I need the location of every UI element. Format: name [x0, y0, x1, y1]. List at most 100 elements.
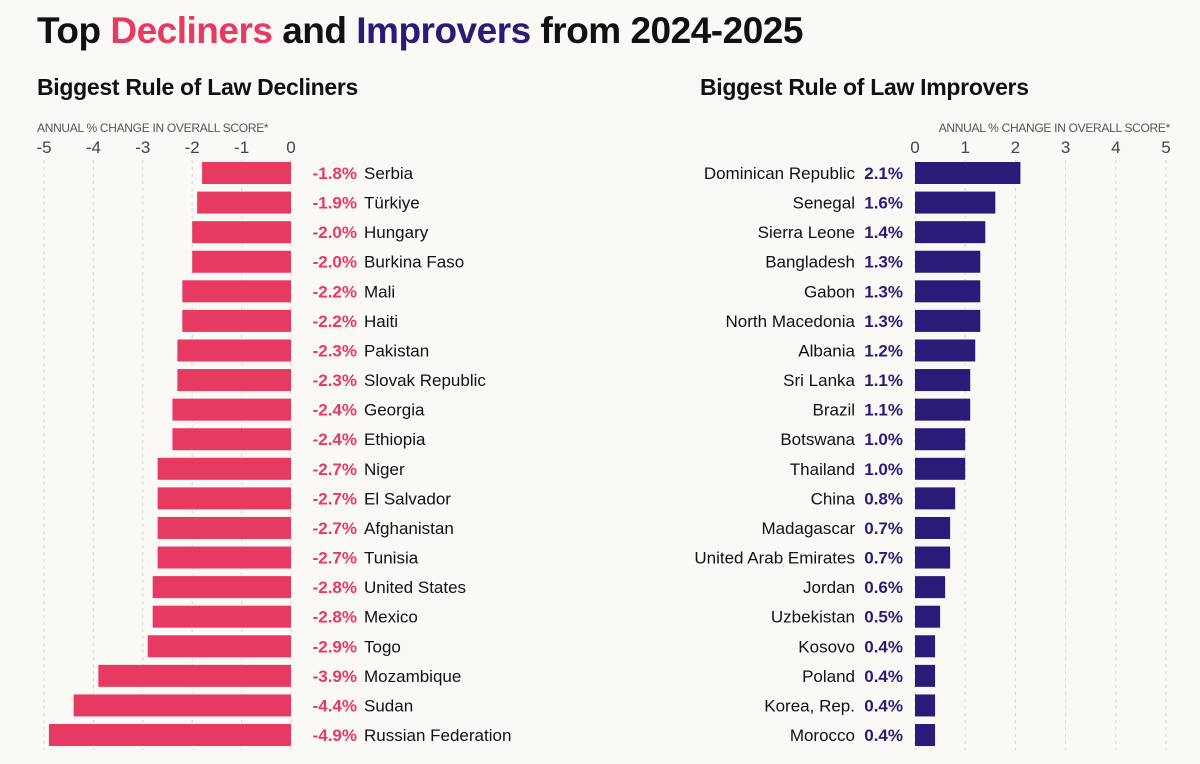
bar [152, 576, 291, 599]
category-label: Botswana [780, 430, 855, 449]
value-label: 0.5% [864, 608, 903, 627]
category-label: Madagascar [761, 519, 855, 538]
value-label: -2.7% [313, 489, 357, 508]
value-label: -2.8% [313, 608, 357, 627]
category-label: Senegal [793, 194, 855, 213]
bar [915, 339, 976, 362]
category-label: El Salvador [364, 489, 451, 508]
bar [172, 398, 291, 421]
title-middle: and [272, 10, 357, 51]
bar [73, 694, 291, 717]
bar [915, 428, 966, 451]
category-label: Kosovo [798, 637, 855, 656]
value-label: 1.3% [864, 282, 903, 301]
tick-label: 2 [1011, 138, 1020, 157]
category-label: Pakistan [364, 341, 429, 360]
bar [48, 724, 291, 747]
bar [157, 457, 291, 480]
title-decliners: Decliners [110, 10, 273, 51]
category-label: Gabon [804, 282, 855, 301]
category-label: Sierra Leone [758, 223, 855, 242]
category-label: North Macedonia [726, 312, 856, 331]
value-label: 1.2% [864, 341, 903, 360]
category-label: Brazil [812, 401, 855, 420]
category-label: Ethiopia [364, 430, 426, 449]
bar [915, 694, 936, 717]
bar [915, 221, 986, 244]
bar [915, 457, 966, 480]
category-label: Albania [798, 341, 855, 360]
bar [915, 605, 941, 628]
tick-label: 5 [1161, 138, 1170, 157]
bar [202, 162, 291, 184]
value-label: -2.7% [313, 549, 357, 568]
bar [915, 546, 951, 569]
tick-label: -2 [185, 138, 200, 157]
category-label: Haiti [364, 312, 398, 331]
value-label: 0.8% [864, 489, 903, 508]
value-label: -2.7% [313, 519, 357, 538]
value-label: 0.4% [864, 696, 903, 715]
bar [172, 428, 291, 451]
tick-label: -3 [135, 138, 150, 157]
category-label: Türkiye [364, 194, 420, 213]
chart-title: Top Decliners and Improvers from 2024-20… [37, 10, 803, 52]
value-label: -2.9% [313, 637, 357, 656]
axis-label: ANNUAL % CHANGE IN OVERALL SCORE* [37, 121, 269, 135]
category-label: Hungary [364, 223, 429, 242]
category-label: Morocco [790, 726, 855, 745]
category-label: Dominican Republic [704, 164, 856, 183]
value-label: -2.0% [313, 223, 357, 242]
value-label: 1.6% [864, 194, 903, 213]
value-label: -4.4% [313, 696, 357, 715]
category-label: Burkina Faso [364, 253, 464, 272]
category-label: Poland [802, 667, 855, 686]
value-label: 1.0% [864, 430, 903, 449]
title-prefix: Top [37, 10, 111, 51]
category-label: Togo [364, 637, 401, 656]
category-label: Jordan [803, 578, 855, 597]
value-label: -2.8% [313, 578, 357, 597]
value-label: 1.3% [864, 253, 903, 272]
category-label: United States [364, 578, 466, 597]
title-suffix: from 2024-2025 [530, 10, 803, 51]
tick-label: -4 [86, 138, 101, 157]
bar [915, 635, 936, 658]
bar [915, 162, 1021, 184]
category-label: United Arab Emirates [694, 549, 855, 568]
value-label: -2.3% [313, 371, 357, 390]
value-label: 0.4% [864, 726, 903, 745]
tick-label: 4 [1111, 138, 1120, 157]
bar [98, 664, 291, 687]
axis-label: ANNUAL % CHANGE IN OVERALL SCORE* [939, 121, 1171, 135]
tick-label: 0 [910, 138, 919, 157]
tick-label: 3 [1061, 138, 1070, 157]
category-label: Mali [364, 282, 395, 301]
category-label: Niger [364, 460, 405, 479]
category-label: Afghanistan [364, 519, 454, 538]
bar [915, 576, 946, 599]
bar [152, 605, 291, 628]
value-label: 1.4% [864, 223, 903, 242]
category-label: Tunisia [364, 549, 419, 568]
category-label: Korea, Rep. [764, 696, 855, 715]
bar [182, 280, 291, 303]
value-label: 1.0% [864, 460, 903, 479]
bar [915, 280, 981, 303]
value-label: -4.9% [313, 726, 357, 745]
value-label: -2.2% [313, 312, 357, 331]
value-label: -2.3% [313, 341, 357, 360]
bar [157, 487, 291, 510]
bar [177, 369, 291, 392]
decliners-subtitle: Biggest Rule of Law Decliners [37, 74, 359, 100]
value-label: -1.9% [313, 194, 357, 213]
value-label: 2.1% [864, 164, 903, 183]
value-label: 1.1% [864, 401, 903, 420]
bar [177, 339, 291, 362]
category-label: Bangladesh [765, 253, 855, 272]
bar [192, 221, 291, 244]
category-label: Georgia [364, 401, 425, 420]
bar [147, 635, 291, 658]
value-label: -2.7% [313, 460, 357, 479]
bar [915, 250, 981, 273]
